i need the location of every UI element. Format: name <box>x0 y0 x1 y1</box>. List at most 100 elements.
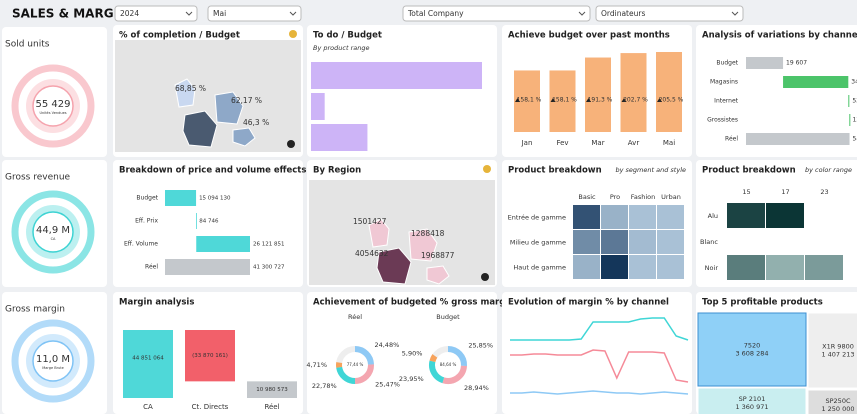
map-region <box>174 78 196 108</box>
map-label: 1968877 <box>421 251 455 260</box>
line <box>510 390 689 395</box>
bar <box>247 381 297 398</box>
value-label: 24,48% <box>374 341 399 349</box>
donut-center: 84,64 % <box>440 362 457 367</box>
panel-title: Breakdown of price and volume effects <box>119 166 306 176</box>
chevron-icon <box>289 11 297 16</box>
value-label: 84 746 <box>199 219 219 225</box>
bar <box>746 57 784 69</box>
donut-name: Budget <box>436 313 460 321</box>
x-tick-label: CA <box>143 403 153 411</box>
filter-dropdown[interactable] <box>595 5 744 22</box>
kpi-value: 11,0 M <box>36 354 70 365</box>
bar <box>849 114 851 126</box>
row-label: Blanc <box>700 238 718 246</box>
value-label: 26 121 851 <box>253 242 285 248</box>
row-label: Entrée de gamme <box>508 214 566 222</box>
panel-subtitle: by segment and style <box>616 166 687 174</box>
warning-icon <box>289 30 297 38</box>
kpi-title: Sold units <box>5 40 50 50</box>
map-region <box>376 247 412 285</box>
treemap-value: 1 407 213 <box>821 351 854 359</box>
filter-dropdown[interactable] <box>402 5 591 22</box>
row-label: Haut de gamme <box>513 264 566 272</box>
value-label: 19 607 <box>786 60 807 67</box>
up-arrow-icon <box>621 98 627 102</box>
heat-cell <box>657 205 684 229</box>
row-label: Alu <box>708 212 718 220</box>
kpi-title: Gross revenue <box>5 173 71 183</box>
bar <box>165 190 197 206</box>
bar <box>783 76 849 88</box>
value-label: 4,71% <box>306 361 327 369</box>
treemap-value: 1 360 971 <box>735 403 768 411</box>
kpi-caption: CA <box>51 237 56 241</box>
value-label: 535 <box>852 98 857 105</box>
panel <box>113 160 303 287</box>
map-region <box>426 265 450 285</box>
value-label: 44 851 064 <box>132 356 164 362</box>
kpi-value: 55 429 <box>36 99 71 110</box>
column-label: 15 <box>742 188 750 196</box>
filter-dropdown[interactable] <box>114 5 198 22</box>
heat-cell <box>629 230 656 254</box>
chevron-icon <box>578 11 586 16</box>
heat-cell <box>766 255 804 280</box>
bar <box>196 213 197 229</box>
value-label: 120 <box>853 117 857 124</box>
info-icon <box>287 140 295 148</box>
value-label: 5,90% <box>402 350 423 358</box>
bar <box>123 330 173 398</box>
map-region <box>368 218 390 248</box>
bar <box>848 95 850 107</box>
value-label: 202,7 % <box>623 97 648 104</box>
y-tick-label: Eff. Prix <box>135 218 158 225</box>
value-label: 23,95% <box>399 375 424 383</box>
treemap-cell <box>807 389 857 414</box>
kpi-inner <box>32 85 74 127</box>
line <box>510 349 689 383</box>
y-tick-label: Grossistes <box>707 117 738 124</box>
heat-cell <box>573 230 600 254</box>
panel-title: By Region <box>313 166 361 176</box>
y-tick-label: Internet <box>714 98 738 105</box>
y-tick-label: Réel <box>145 264 158 271</box>
bar <box>620 53 647 132</box>
y-tick-label: Réel <box>725 136 738 143</box>
panel-subtitle: By product range <box>313 44 369 52</box>
kpi-value: 44,9 M <box>36 225 70 236</box>
x-tick-label: Avr <box>628 139 640 147</box>
map-label: 68,85 % <box>175 84 206 93</box>
filter-dropdown[interactable] <box>207 5 302 22</box>
filter-value: Ordinateurs <box>601 9 645 18</box>
heat-cell <box>766 203 804 228</box>
value-label: 28,94% <box>464 384 489 392</box>
up-arrow-icon <box>550 98 556 102</box>
panel <box>696 25 857 157</box>
x-tick-label: Mar <box>591 139 604 147</box>
panel-title: Evolution of margin % by channel <box>508 298 669 308</box>
bar <box>196 236 250 252</box>
value-label: 22,78% <box>312 382 337 390</box>
value-label: 41 300 727 <box>253 265 285 271</box>
bar <box>311 62 482 89</box>
column-label: Basic <box>578 193 596 201</box>
kpi-ring <box>11 64 95 148</box>
info-icon <box>481 273 489 281</box>
bar <box>165 259 250 275</box>
kpi-ring <box>11 319 95 403</box>
heat-cell <box>601 255 628 279</box>
chevron-icon <box>731 11 739 16</box>
filter-value: Mai <box>213 9 226 18</box>
warning-icon <box>483 165 491 173</box>
value-label: 34 522 <box>851 79 857 86</box>
y-tick-label: Magasins <box>710 79 738 86</box>
value-label: 10 980 573 <box>256 387 288 393</box>
treemap-cell <box>697 312 807 387</box>
donut-segment <box>336 366 356 385</box>
panel-title: Achievement of budgeted % gross margin <box>313 298 514 308</box>
kpi-inner <box>32 340 74 382</box>
y-tick-label: Eff. Volume <box>124 241 158 248</box>
